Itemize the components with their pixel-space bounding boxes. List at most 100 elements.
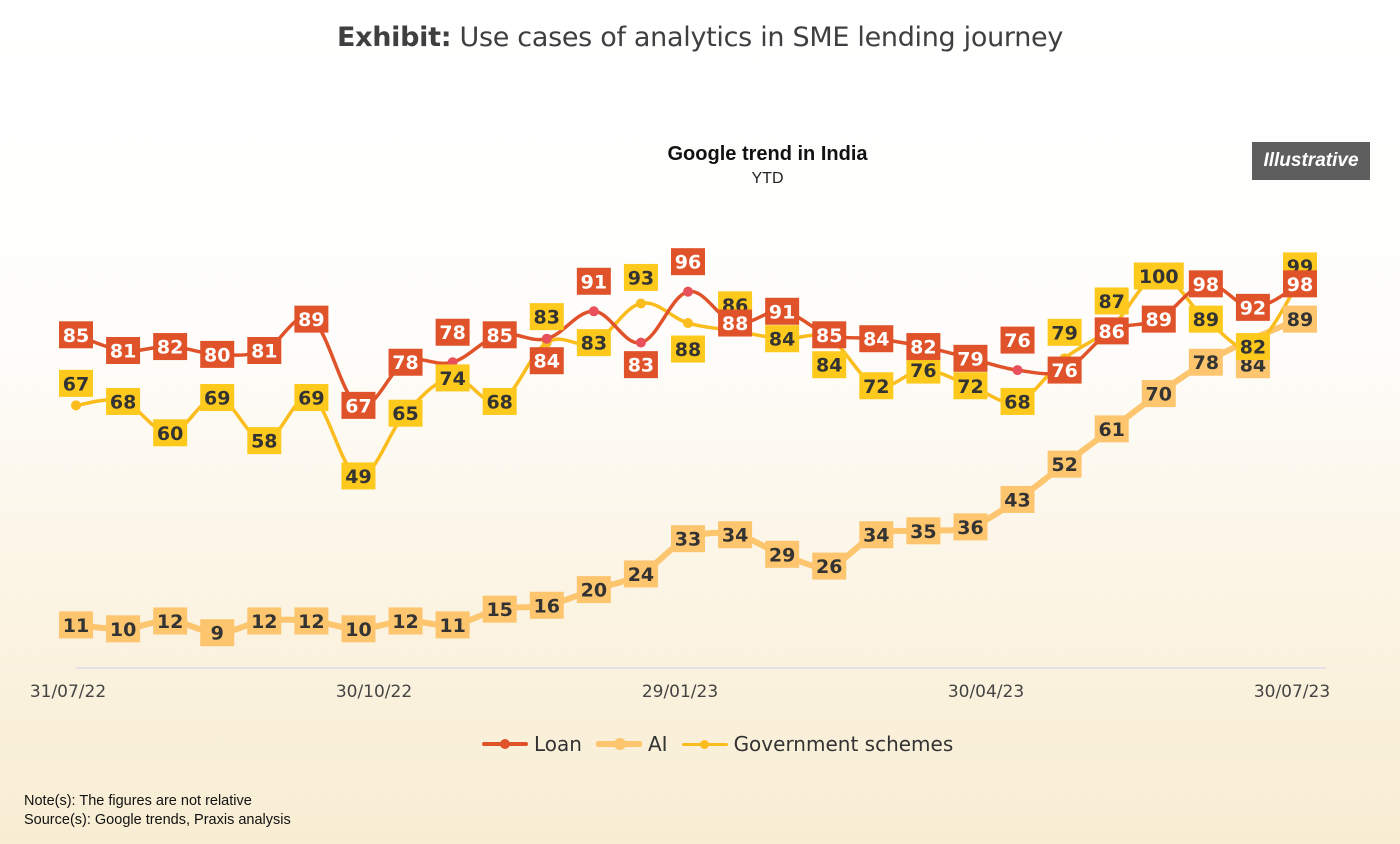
data-label-ai: 43 — [1000, 485, 1035, 513]
data-label-box — [247, 427, 282, 455]
data-label-government-schemes: 69 — [200, 384, 235, 412]
data-label-government-schemes: 76 — [906, 356, 941, 384]
data-label-text: 91 — [581, 271, 607, 293]
data-label-text: 72 — [957, 376, 983, 398]
data-label-text: 81 — [110, 340, 136, 362]
data-label-government-schemes: 93 — [623, 263, 658, 291]
data-label-text: 11 — [439, 615, 465, 637]
footnotes: Note(s): The figures are not relative So… — [24, 792, 291, 830]
data-label-ai: 34 — [859, 521, 894, 549]
data-label-text: 98 — [1193, 274, 1219, 296]
data-label-ai: 78 — [1188, 348, 1223, 376]
data-label-text: 52 — [1051, 454, 1077, 476]
data-label-text: 68 — [110, 391, 136, 413]
data-label-government-schemes: 68 — [1000, 387, 1035, 415]
data-label-loan: 81 — [247, 336, 282, 364]
legend-item-government-schemes[interactable]: Government schemes — [681, 732, 953, 756]
data-label-loan: 85 — [812, 321, 847, 349]
data-point-loan — [588, 306, 599, 317]
data-label-box — [671, 525, 705, 553]
data-label-text: 69 — [204, 388, 230, 410]
data-label-government-schemes: 82 — [1235, 333, 1270, 361]
data-label-government-schemes: 84 — [765, 325, 800, 353]
data-label-box — [1000, 485, 1035, 513]
data-label-government-schemes: 58 — [247, 427, 282, 455]
data-label-government-schemes: 88 — [671, 335, 705, 363]
data-label-text: 78 — [392, 352, 418, 374]
data-label-box — [1235, 333, 1270, 361]
data-label-text: 84 — [534, 351, 560, 373]
data-label-text: 9 — [211, 623, 224, 645]
data-label-ai: 9 — [200, 619, 235, 647]
chart-legend: Loan AI Government schemes — [482, 732, 967, 756]
data-label-loan: 80 — [200, 340, 235, 368]
data-label-text: 10 — [110, 619, 136, 641]
data-point-government-schemes — [635, 298, 646, 309]
data-label-box — [1283, 270, 1317, 298]
data-label-text: 82 — [910, 337, 936, 359]
data-label-ai: 12 — [247, 607, 282, 635]
data-label-box — [106, 336, 141, 364]
data-label-box — [1000, 387, 1035, 415]
data-label-box — [906, 333, 941, 361]
data-label-text: 69 — [298, 388, 324, 410]
data-label-text: 76 — [1004, 330, 1030, 352]
data-label-box — [1000, 326, 1035, 354]
data-label-government-schemes: 69 — [294, 384, 329, 412]
data-label-box — [294, 607, 329, 635]
data-label-ai: 89 — [1283, 305, 1317, 333]
data-label-text: 78 — [439, 322, 465, 344]
data-label-government-schemes: 87 — [1094, 287, 1129, 315]
data-label-loan: 85 — [482, 321, 517, 349]
legend-swatch-loan-icon — [482, 739, 528, 749]
data-label-text: 35 — [910, 521, 936, 543]
data-label-text: 89 — [1193, 309, 1219, 331]
data-label-text: 12 — [392, 611, 418, 633]
data-label-box — [1094, 287, 1129, 315]
data-label-text: 12 — [157, 611, 183, 633]
data-label-loan: 82 — [153, 333, 188, 361]
data-label-text: 89 — [1146, 309, 1172, 331]
data-label-text: 11 — [63, 615, 89, 637]
data-label-government-schemes: 68 — [106, 387, 141, 415]
data-label-text: 15 — [486, 599, 512, 621]
data-label-box — [200, 384, 235, 412]
data-label-box — [1047, 450, 1082, 478]
chart-subtitle: YTD — [751, 170, 784, 187]
data-label-box — [953, 372, 988, 400]
data-label-government-schemes: 68 — [482, 387, 517, 415]
legend-item-ai[interactable]: AI — [595, 732, 668, 756]
data-label-box — [341, 462, 376, 490]
data-label-box — [576, 267, 611, 295]
data-label-text: 79 — [1051, 322, 1077, 344]
data-label-text: 84 — [769, 329, 795, 351]
data-label-box — [247, 607, 282, 635]
data-label-box — [623, 560, 658, 588]
data-label-box — [247, 336, 282, 364]
data-label-loan: 88 — [718, 309, 753, 337]
x-tick-label: 29/01/23 — [642, 682, 718, 702]
data-label-box — [859, 521, 894, 549]
data-label-government-schemes: 89 — [1188, 305, 1223, 333]
data-label-loan: 92 — [1235, 293, 1270, 321]
data-label-box — [906, 517, 941, 545]
data-label-government-schemes: 74 — [435, 364, 470, 392]
data-label-text: 26 — [816, 556, 842, 578]
data-label-box — [765, 297, 800, 325]
data-point-loan — [1012, 365, 1023, 376]
data-label-text: 82 — [1240, 337, 1266, 359]
data-label-loan: 83 — [623, 351, 658, 379]
data-label-loan: 96 — [671, 248, 705, 276]
data-label-ai: 12 — [388, 607, 423, 635]
data-label-text: 34 — [863, 525, 889, 547]
data-label-ai: 10 — [341, 615, 376, 643]
data-label-ai: 36 — [953, 513, 988, 541]
data-label-box — [529, 347, 564, 375]
legend-item-loan[interactable]: Loan — [482, 732, 582, 756]
data-label-ai: 70 — [1141, 380, 1176, 408]
data-label-loan: 98 — [1283, 270, 1317, 298]
data-label-box — [200, 340, 235, 368]
data-label-text: 33 — [675, 529, 701, 551]
data-label-government-schemes: 72 — [953, 372, 988, 400]
data-label-text: 16 — [534, 595, 560, 617]
